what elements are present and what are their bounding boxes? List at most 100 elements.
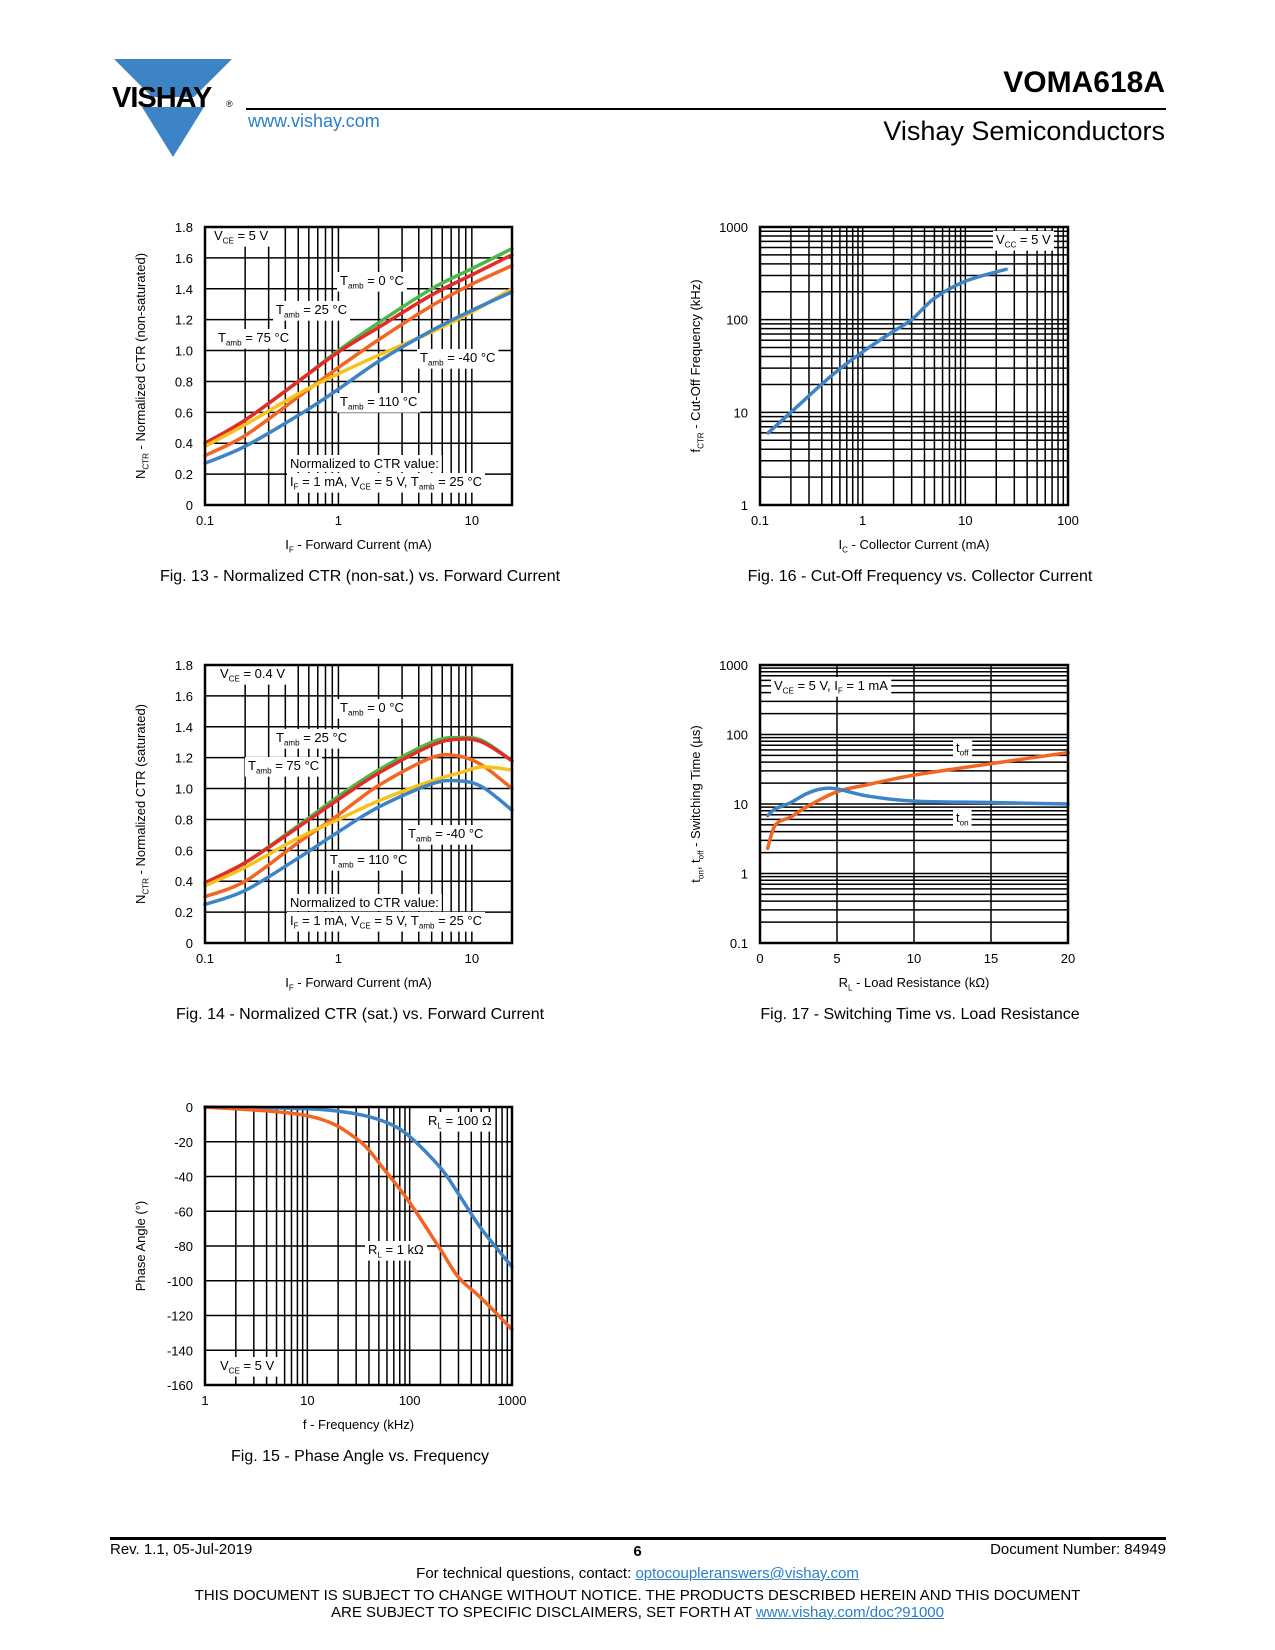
x-tick-label: 20 <box>1061 951 1075 966</box>
annotation-bg <box>365 1241 428 1261</box>
fig14-annotation: IF​ = 1 mA, VCE​ = 5 V, Tamb​ = 25 °C <box>290 913 482 931</box>
fig13-annotation: VCE​ = 5 V <box>214 228 269 246</box>
fig17-y-axis-title: ton​, toff​ - Switching Time (µs) <box>688 725 706 882</box>
fig14-annotation: Tamb​ = 110 °C <box>330 852 407 870</box>
fig13-series-1 <box>203 253 514 445</box>
fig17-series-0 <box>765 750 1070 851</box>
y-tick-label: 1.2 <box>175 313 193 328</box>
fig17-annotation: VCE​ = 5 V, IF​ = 1 mA <box>774 678 888 696</box>
disclaimer-link[interactable]: www.vishay.com/doc?91000 <box>755 1604 944 1621</box>
fig14-series-3 <box>203 765 514 888</box>
y-tick-label: -100 <box>167 1274 193 1289</box>
fig17-caption: Fig. 17 - Switching Time vs. Load Resist… <box>760 1006 1080 1023</box>
fig13-annotation: Tamb​ = 0 °C <box>340 273 404 291</box>
fig14-annotation: Tamb​ = -40 °C <box>408 826 483 844</box>
annotation-bg <box>327 851 411 871</box>
fig15-frame <box>203 1105 514 1387</box>
annotation-bg <box>417 349 499 369</box>
y-tick-label: -80 <box>174 1239 193 1254</box>
fig15-x-axis-title: f - Frequency (kHz) <box>303 1417 414 1432</box>
y-tick-label: 0 <box>186 498 193 513</box>
y-tick-label: 1.0 <box>175 782 193 797</box>
fig14-annotation: Tamb​ = 25 °C <box>276 730 347 748</box>
logo-text: VISHAY <box>112 82 212 114</box>
annotation-bg <box>217 665 289 685</box>
fig17-x-axis-title: RL​ - Load Resistance (kΩ) <box>839 975 990 993</box>
x-tick-label: 10 <box>958 513 972 528</box>
annotation-bg <box>211 227 272 247</box>
fig14-annotation: VCE​ = 0.4 V <box>220 666 285 684</box>
fig16-y-axis-title: fCTR​ - Cut-Off Frequency (kHz) <box>688 279 706 452</box>
annotation-bg <box>405 825 487 845</box>
x-tick-label: 100 <box>399 1393 421 1408</box>
fig14-y-axis-title: NCTR​ - Normalized CTR (saturated) <box>133 704 151 904</box>
fig13-caption: Fig. 13 - Normalized CTR (non-sat.) vs. … <box>159 568 561 585</box>
logo-bottom-triangle <box>142 107 204 157</box>
fig14-x-axis-title: IF​ - Forward Current (mA) <box>285 975 432 993</box>
y-tick-label: 0.2 <box>175 905 193 920</box>
fig13-annotation: Tamb​ = 75 °C <box>218 330 289 348</box>
fig15-y-axis-title: Phase Angle (°) <box>133 1201 148 1291</box>
y-tick-label: 1000 <box>719 220 748 235</box>
document-number: Document Number: 84949 <box>990 1541 1166 1558</box>
fig13-series-2 <box>203 263 514 458</box>
fig16-frame <box>758 225 1070 507</box>
annotation-bg <box>953 809 972 829</box>
y-tick-label: 1 <box>741 867 748 882</box>
fig14-frame <box>203 663 514 945</box>
annotation-bg <box>273 301 351 321</box>
y-tick-label: 0.6 <box>175 843 193 858</box>
fig15-grid <box>205 1107 512 1385</box>
annotation-bg <box>215 329 293 349</box>
x-tick-label: 5 <box>833 951 840 966</box>
x-tick-label: 1000 <box>498 1393 527 1408</box>
fig17-annotation: ton​ <box>956 810 969 828</box>
y-tick-label: -20 <box>174 1135 193 1150</box>
annotation-bg <box>337 699 407 719</box>
x-tick-label: 0.1 <box>751 513 769 528</box>
footer-rule <box>110 1537 1166 1540</box>
fig15-annotation: VCE​ = 5 V <box>220 1358 275 1376</box>
y-tick-label: 1.2 <box>175 751 193 766</box>
annotation-bg <box>217 1357 278 1377</box>
x-tick-label: 10 <box>465 513 479 528</box>
fig13-annotation: Tamb​ = 25 °C <box>276 302 347 320</box>
fig13-series-0 <box>203 246 514 445</box>
fig15-series-0 <box>203 1105 514 1269</box>
y-tick-label: 0.8 <box>175 812 193 827</box>
header-rule <box>246 108 1166 110</box>
y-tick-label: 10 <box>734 405 748 420</box>
fig13-series-3 <box>203 287 514 449</box>
fig13-x-axis-title: IF​ - Forward Current (mA) <box>285 537 432 555</box>
contact-email-link[interactable]: optocoupleranswers@vishay.com <box>635 1565 859 1582</box>
fig14-series-4 <box>203 778 514 907</box>
y-tick-label: 0.6 <box>175 405 193 420</box>
website-link[interactable]: www.vishay.com <box>248 111 380 131</box>
y-tick-label: -60 <box>174 1204 193 1219</box>
x-tick-label: 1 <box>201 1393 208 1408</box>
annotation-bg <box>953 739 973 759</box>
y-tick-label: 1.8 <box>175 220 193 235</box>
annotation-bg <box>337 272 407 292</box>
y-tick-label: -120 <box>167 1309 193 1324</box>
x-tick-label: 1 <box>859 513 866 528</box>
fig14-series-1 <box>203 737 514 885</box>
fig13-series-4 <box>203 290 514 466</box>
x-tick-label: 0 <box>756 951 763 966</box>
contact-line: For technical questions, contact: optoco… <box>0 1565 1275 1582</box>
x-tick-label: 0.1 <box>196 951 214 966</box>
y-tick-label: 0.2 <box>175 467 193 482</box>
fig14-grid <box>205 665 512 943</box>
y-tick-label: -40 <box>174 1170 193 1185</box>
y-tick-label: 1.6 <box>175 689 193 704</box>
fig14-series-2 <box>203 752 514 899</box>
x-tick-label: 15 <box>984 951 998 966</box>
fig16-series-0 <box>766 267 1008 435</box>
fig15-series-1 <box>203 1105 514 1332</box>
annotation-bg <box>993 231 1054 251</box>
fig14-series-0 <box>203 735 514 885</box>
part-number: VOMA618A <box>1003 66 1165 99</box>
fig14-annotation: Tamb​ = 0 °C <box>340 700 404 718</box>
